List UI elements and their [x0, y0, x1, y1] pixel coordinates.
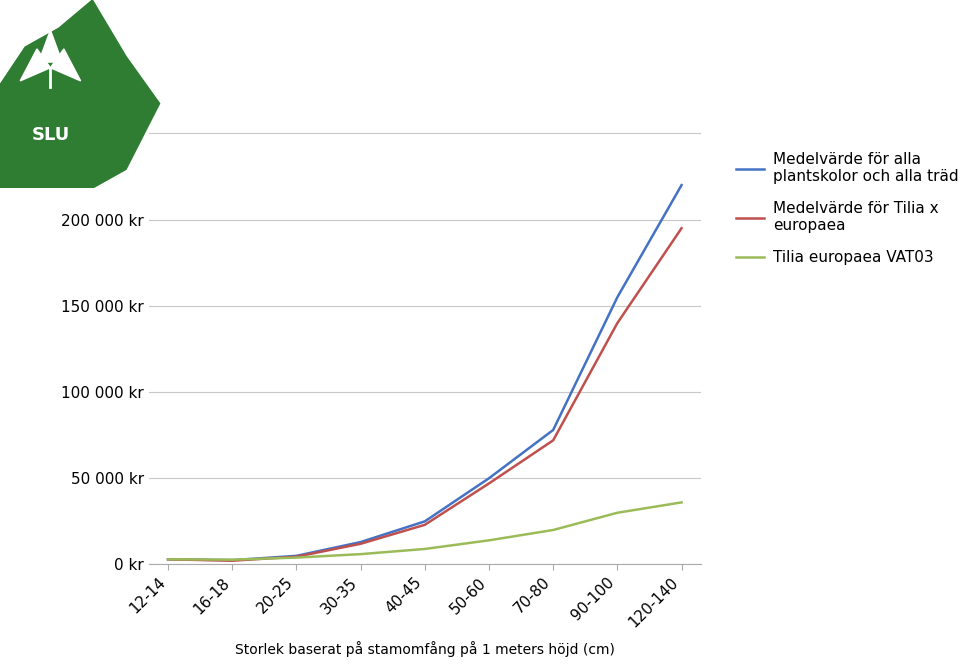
Polygon shape	[50, 49, 81, 81]
Polygon shape	[38, 30, 62, 62]
Polygon shape	[0, 0, 159, 188]
Polygon shape	[20, 49, 50, 81]
X-axis label: Storlek baserat på stamomfång på 1 meters höjd (cm): Storlek baserat på stamomfång på 1 meter…	[235, 641, 614, 657]
Legend: Medelvärde för alla
plantskolor och alla träd, Medelvärde för Tilia x
europaea, : Medelvärde för alla plantskolor och alla…	[736, 152, 958, 265]
Text: SLU: SLU	[32, 126, 69, 144]
